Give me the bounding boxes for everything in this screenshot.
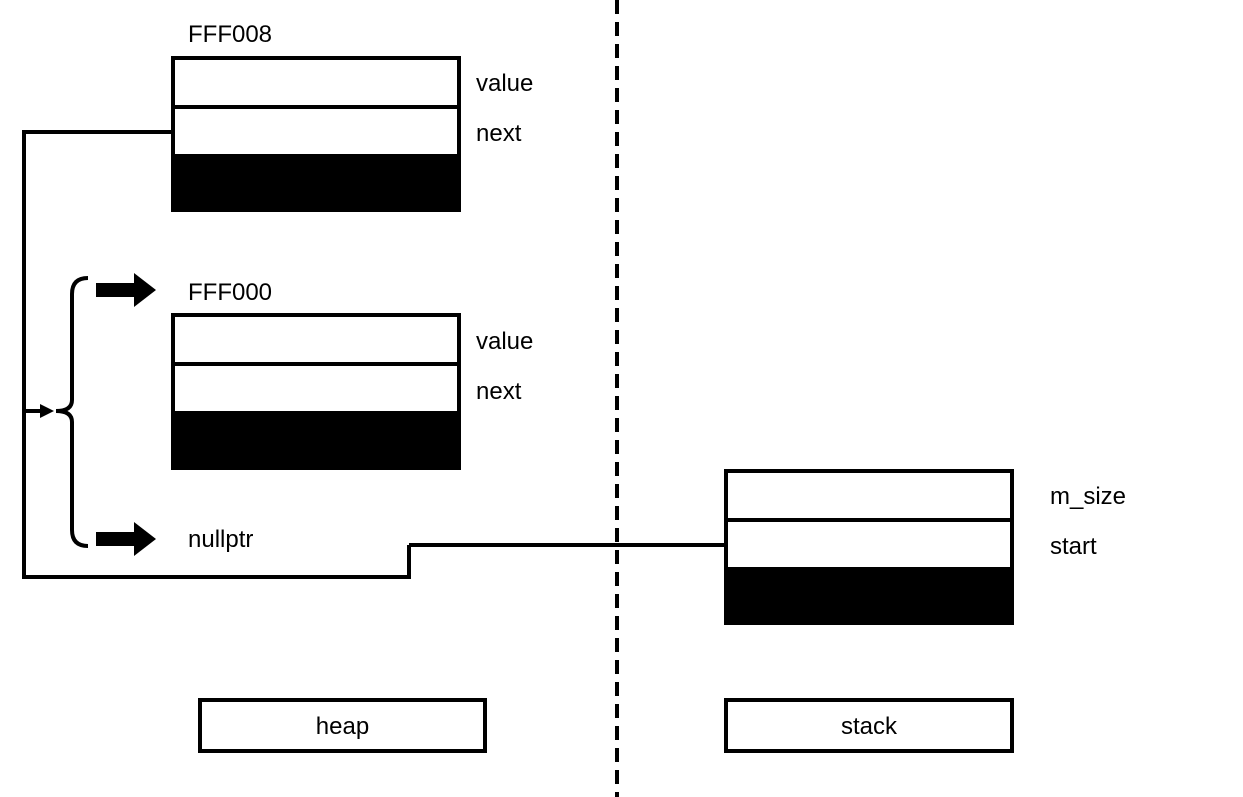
m-size-cell: [724, 469, 1014, 522]
start-cell: [724, 518, 1014, 571]
struct-padding-block: [724, 567, 1014, 625]
node-value-label: value: [476, 70, 533, 97]
stack-region-label: stack: [841, 713, 898, 740]
stack-struct: m_size start: [724, 469, 1126, 625]
node-value-cell: [171, 56, 461, 109]
node-address-label: FFF008: [188, 21, 272, 48]
heap-region-label: heap: [316, 713, 369, 740]
node-value-label: value: [476, 328, 533, 355]
arrow-to-fff000: [96, 273, 156, 307]
heap-region-label-box: heap: [198, 698, 487, 753]
node-next-label: next: [476, 378, 522, 405]
nullptr-label: nullptr: [188, 526, 253, 553]
heap-node-fff000: FFF000 value next: [171, 279, 533, 470]
node-padding-block: [171, 411, 461, 470]
arrow-to-nullptr: [96, 522, 156, 556]
node-value-cell: [171, 313, 461, 366]
heap-node-fff008: FFF008 value next: [171, 21, 533, 212]
choice-brace: [55, 276, 89, 548]
node-padding-block: [171, 154, 461, 212]
start-label: start: [1050, 533, 1097, 560]
m-size-label: m_size: [1050, 483, 1126, 510]
node-next-cell: [171, 105, 461, 158]
node-next-cell: [171, 362, 461, 415]
stack-region-label-box: stack: [724, 698, 1014, 753]
next-pointer-line: [22, 130, 411, 579]
node-address-label: FFF000: [188, 279, 272, 306]
brace-entry-arrowhead: [40, 404, 54, 418]
node-next-label: next: [476, 120, 522, 147]
